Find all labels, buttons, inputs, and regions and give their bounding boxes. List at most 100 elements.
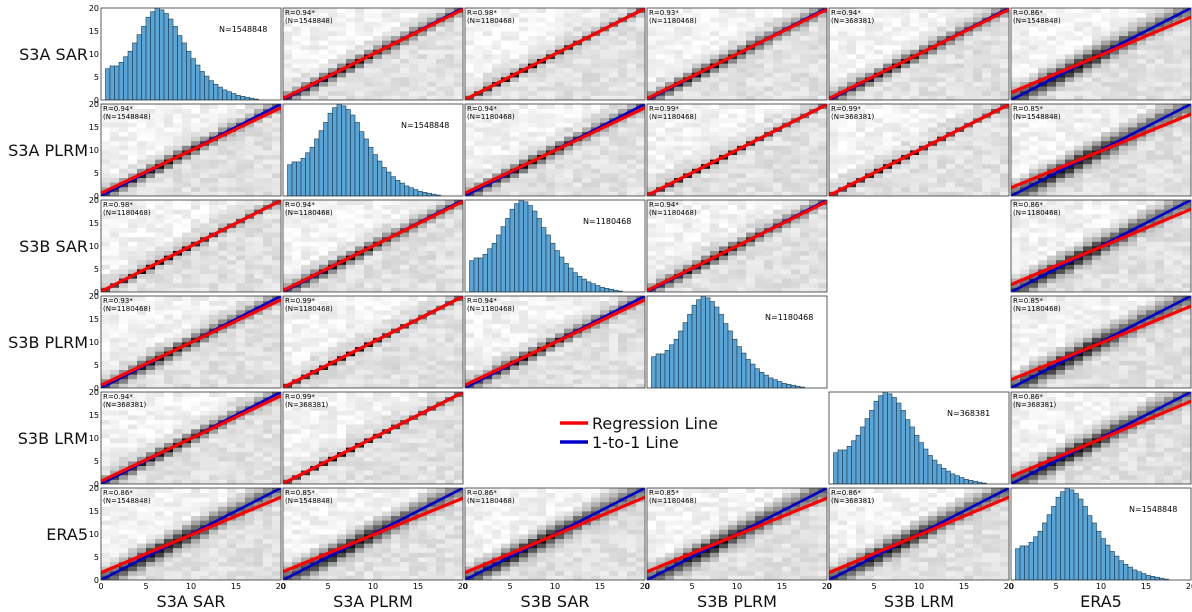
density-panel: R=0.86*(N=368381) xyxy=(1011,392,1191,484)
x-tick-label: 20 xyxy=(1186,582,1192,591)
histogram-bar xyxy=(870,410,875,484)
histogram-bar xyxy=(582,279,587,292)
histogram-bar xyxy=(787,384,792,388)
histogram-bar xyxy=(209,81,214,100)
histogram-bar xyxy=(227,92,232,100)
histogram-bar xyxy=(297,162,302,196)
histogram-bar xyxy=(605,288,610,292)
correlation-label: R=0.94* xyxy=(649,201,679,209)
histogram-bar xyxy=(492,243,497,292)
x-tick-label: 0 xyxy=(644,582,649,591)
sample-count-label: (N=1180468) xyxy=(467,113,515,121)
histogram-bar xyxy=(843,450,848,484)
histogram-bar xyxy=(742,353,747,388)
sample-count-label: (N=1180468) xyxy=(1013,209,1061,217)
histogram-bar xyxy=(1151,576,1156,580)
density-panel: R=0.94*(N=1180468) xyxy=(283,200,463,292)
histogram-bar xyxy=(333,108,338,196)
y-tick-label: 5 xyxy=(94,169,99,178)
correlation-label: R=0.94* xyxy=(285,201,315,209)
histogram-bar xyxy=(1043,523,1048,580)
histogram-bar xyxy=(106,69,111,100)
histogram-bar xyxy=(710,302,715,388)
histogram-count: N=1548848 xyxy=(1129,505,1177,514)
histogram-bar xyxy=(569,268,574,292)
histogram-bar xyxy=(236,95,241,100)
histogram-bar xyxy=(223,90,228,100)
sample-count-label: (N=1180468) xyxy=(467,497,515,505)
histogram-count: N=368381 xyxy=(947,409,990,418)
correlation-label: R=0.98* xyxy=(103,201,133,209)
histogram-panel: N=1180468 xyxy=(465,200,645,292)
histogram-bar xyxy=(764,375,769,388)
histogram-bar xyxy=(760,372,765,388)
density-panel: R=0.99*(N=1180468) xyxy=(647,104,827,196)
legend-label: Regression Line xyxy=(592,414,718,433)
histogram-bar xyxy=(847,446,852,484)
histogram-panel: N=368381 xyxy=(829,392,1009,484)
x-tick-label: 0 xyxy=(462,582,467,591)
histogram-bar xyxy=(369,147,374,196)
histogram-panel: N=1180468 xyxy=(647,296,827,388)
y-tick-label: 20 xyxy=(89,484,99,493)
histogram-bar xyxy=(245,97,250,100)
histogram-bar xyxy=(382,167,387,196)
sample-count-label: (N=1180468) xyxy=(649,497,697,505)
histogram-bar xyxy=(955,476,960,484)
correlation-label: R=0.85* xyxy=(1013,297,1043,305)
histogram-bar xyxy=(861,427,866,484)
correlation-label: R=0.94* xyxy=(467,297,497,305)
density-panel: R=0.85*(N=1548848) xyxy=(1011,104,1191,196)
sample-count-label: (N=368381) xyxy=(831,113,875,121)
histogram-bar xyxy=(901,410,906,484)
density-panel: R=0.94*(N=368381) xyxy=(829,8,1009,100)
x-tick-label: 15 xyxy=(595,582,605,591)
histogram-bar xyxy=(232,94,237,100)
row-label: ERA5 xyxy=(46,525,88,544)
histogram-bar xyxy=(427,193,432,196)
histogram-bar xyxy=(661,354,666,388)
histogram-count: N=1548848 xyxy=(219,25,267,34)
histogram-bar xyxy=(719,314,724,388)
density-panel: R=0.99*(N=1180468) xyxy=(283,296,463,388)
sample-count-label: (N=1180468) xyxy=(649,113,697,121)
histogram-bar xyxy=(683,323,688,388)
histogram-bar xyxy=(355,122,360,196)
histogram-bar xyxy=(146,17,151,100)
histogram-bar xyxy=(755,369,760,388)
x-tick-label: 10 xyxy=(1096,582,1106,591)
histogram-bar xyxy=(128,51,133,100)
density-panel: R=0.94*(N=1180468) xyxy=(465,104,645,196)
sample-count-label: (N=1180468) xyxy=(649,209,697,217)
density-panel: R=0.93*(N=1180468) xyxy=(647,8,827,100)
y-tick-label: 10 xyxy=(89,338,99,347)
y-tick-label: 20 xyxy=(89,388,99,397)
histogram-bar xyxy=(1016,549,1021,580)
histogram-bar xyxy=(701,296,706,388)
histogram-bar xyxy=(1101,539,1106,580)
histogram-bar xyxy=(497,235,502,292)
histogram-bar xyxy=(960,478,965,484)
histogram-bar xyxy=(306,153,311,196)
histogram-bar xyxy=(888,394,893,484)
x-tick-label: 10 xyxy=(550,582,560,591)
histogram-bar xyxy=(1142,574,1147,580)
histogram-bar xyxy=(310,147,315,196)
histogram-bar xyxy=(546,235,551,292)
correlation-label: R=0.86* xyxy=(831,489,861,497)
x-tick-label: 5 xyxy=(143,582,148,591)
correlation-label: R=0.85* xyxy=(1013,105,1043,113)
sample-count-label: (N=368381) xyxy=(831,17,875,25)
histogram-bar xyxy=(373,155,378,196)
y-tick-label: 5 xyxy=(94,457,99,466)
histogram-bar xyxy=(319,131,324,196)
row-label: S3B PLRM xyxy=(8,333,88,352)
histogram-bar xyxy=(1083,506,1088,580)
histogram-count: N=1180468 xyxy=(583,217,631,226)
histogram-bar xyxy=(706,298,711,388)
